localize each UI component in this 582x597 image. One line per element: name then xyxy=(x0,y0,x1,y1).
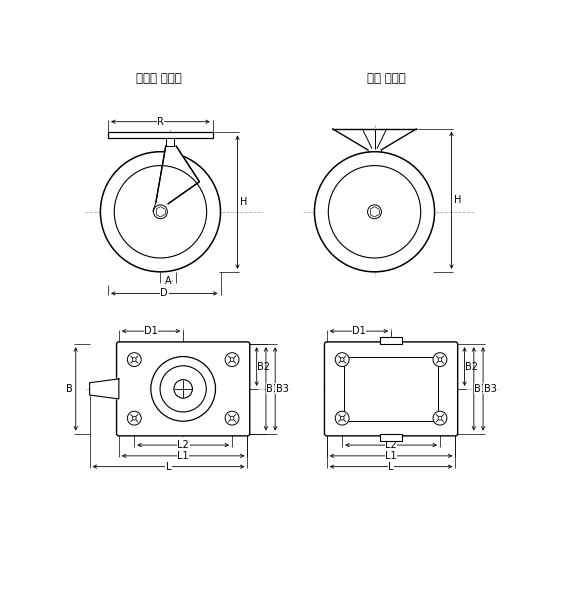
Circle shape xyxy=(100,152,221,272)
Text: B2: B2 xyxy=(257,362,270,371)
Circle shape xyxy=(340,416,344,420)
Bar xyxy=(166,138,173,146)
FancyBboxPatch shape xyxy=(324,342,457,436)
Circle shape xyxy=(433,353,447,367)
Circle shape xyxy=(340,358,344,362)
Bar xyxy=(108,133,213,138)
Text: B: B xyxy=(66,384,73,394)
Text: B1: B1 xyxy=(474,384,487,394)
Bar xyxy=(380,433,402,441)
Text: H: H xyxy=(240,197,247,207)
Circle shape xyxy=(174,380,193,398)
Circle shape xyxy=(154,205,168,219)
Text: H: H xyxy=(454,195,462,205)
Circle shape xyxy=(438,358,442,362)
Polygon shape xyxy=(332,128,417,150)
Bar xyxy=(380,337,402,344)
Circle shape xyxy=(127,353,141,367)
Text: B2: B2 xyxy=(465,362,478,371)
Text: A: A xyxy=(165,276,172,286)
Text: D1: D1 xyxy=(352,326,366,336)
Circle shape xyxy=(314,152,435,272)
Text: L1: L1 xyxy=(385,451,397,461)
Text: L: L xyxy=(388,461,394,472)
Text: 고정 캐스터: 고정 캐스터 xyxy=(367,72,406,85)
Text: L2: L2 xyxy=(178,440,189,450)
Circle shape xyxy=(225,353,239,367)
Circle shape xyxy=(225,411,239,425)
Text: L2: L2 xyxy=(385,440,397,450)
Polygon shape xyxy=(156,146,200,205)
Text: D1: D1 xyxy=(144,326,158,336)
Bar xyxy=(344,356,438,421)
Circle shape xyxy=(335,353,349,367)
Circle shape xyxy=(132,416,136,420)
Circle shape xyxy=(230,358,234,362)
Text: L: L xyxy=(166,461,171,472)
Text: D: D xyxy=(161,288,168,298)
Text: B3: B3 xyxy=(484,384,496,394)
FancyBboxPatch shape xyxy=(116,342,250,436)
Circle shape xyxy=(230,416,234,420)
Circle shape xyxy=(433,411,447,425)
Polygon shape xyxy=(90,379,119,399)
Text: R: R xyxy=(157,116,164,127)
Text: B3: B3 xyxy=(276,384,289,394)
Text: B1: B1 xyxy=(267,384,279,394)
Circle shape xyxy=(438,416,442,420)
Circle shape xyxy=(127,411,141,425)
Circle shape xyxy=(335,411,349,425)
Text: L1: L1 xyxy=(178,451,189,461)
Circle shape xyxy=(132,358,136,362)
Circle shape xyxy=(368,205,381,219)
Text: 스위벨 캐스터: 스위벨 캐스터 xyxy=(136,72,182,85)
